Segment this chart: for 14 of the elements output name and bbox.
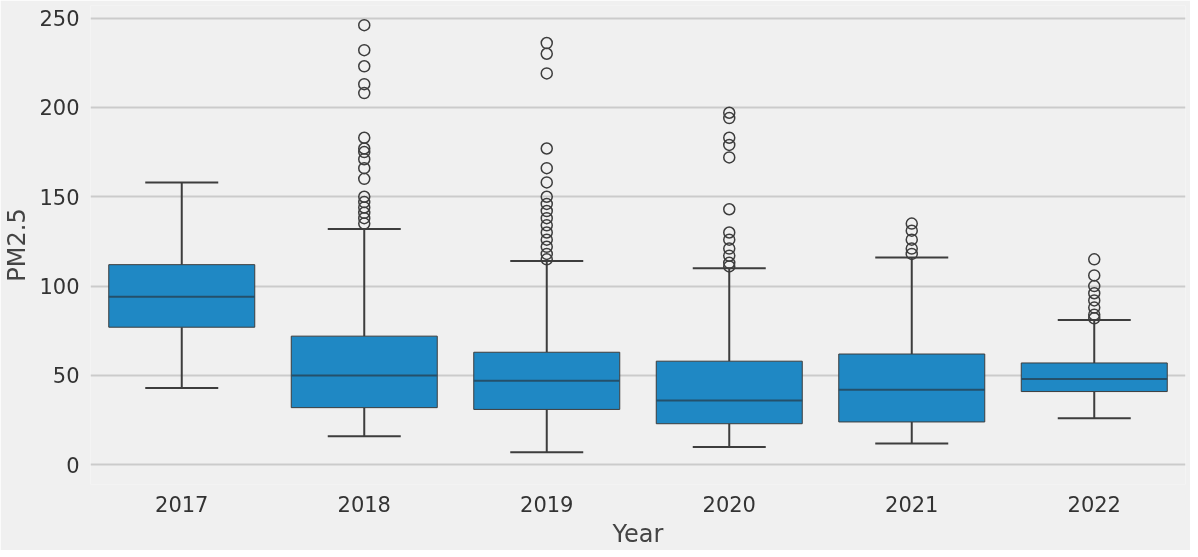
y-tick-label: 50 — [52, 364, 80, 389]
y-tick-label: 200 — [39, 96, 80, 121]
y-axis-title: PM2.5 — [3, 208, 32, 282]
x-tick-label: 2020 — [702, 492, 756, 517]
x-tick-label: 2022 — [1067, 492, 1121, 517]
y-tick-label: 0 — [66, 453, 80, 478]
x-tick-label: 2021 — [885, 492, 939, 517]
x-tick-label: 2018 — [337, 492, 391, 517]
y-tick-label: 100 — [39, 275, 80, 300]
x-tick-label: 2017 — [155, 492, 209, 517]
x-tick-label: 2019 — [520, 492, 574, 517]
x-axis-title: Year — [611, 519, 664, 548]
y-tick-label: 150 — [39, 185, 80, 210]
y-tick-label: 250 — [39, 7, 80, 32]
